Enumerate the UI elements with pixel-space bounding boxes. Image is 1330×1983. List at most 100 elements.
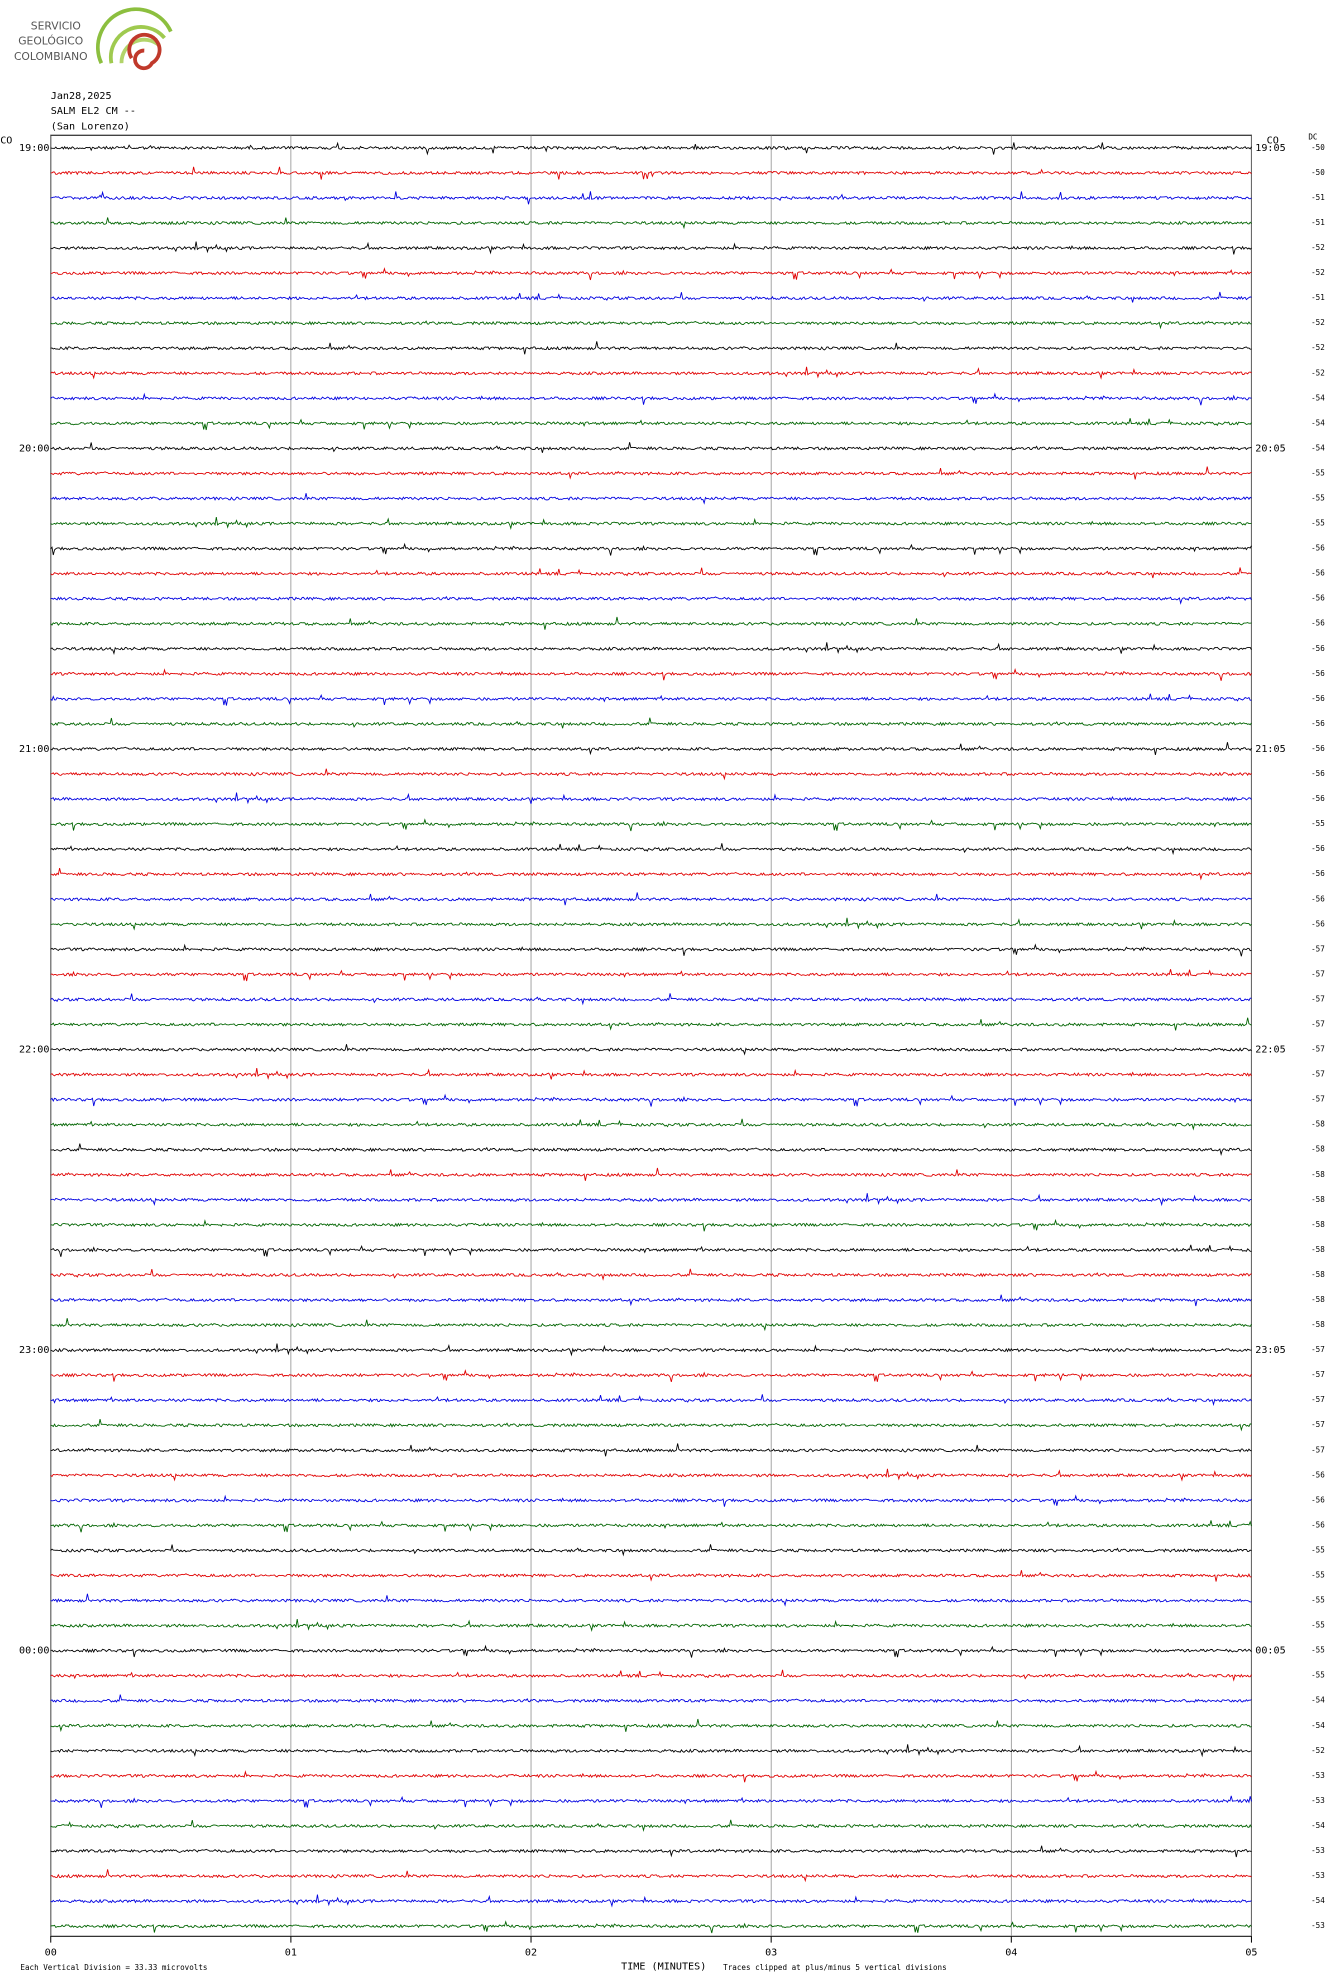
trace bbox=[50, 442, 1252, 453]
dc-value: -53 bbox=[1311, 1921, 1325, 1930]
dc-value: -56 bbox=[1311, 644, 1325, 653]
trace bbox=[50, 1694, 1252, 1704]
dc-value: -55 bbox=[1311, 494, 1325, 503]
org-line: SERVICIO bbox=[31, 20, 81, 33]
dc-value: -56 bbox=[1311, 1470, 1325, 1479]
dc-value: -57 bbox=[1311, 1445, 1325, 1454]
trace bbox=[50, 1644, 1252, 1658]
dc-value: -58 bbox=[1311, 1270, 1325, 1279]
trace bbox=[50, 917, 1252, 931]
left-time-label: 00:00 bbox=[19, 1646, 49, 1657]
trace bbox=[50, 1369, 1252, 1383]
dc-value: -54 bbox=[1311, 1896, 1325, 1905]
x-tick-label: 03 bbox=[765, 1948, 777, 1959]
trace bbox=[50, 1744, 1252, 1758]
dc-value: -56 bbox=[1311, 669, 1325, 678]
trace bbox=[50, 1244, 1252, 1257]
left-time-label: 22:00 bbox=[19, 1045, 49, 1056]
dc-value: -57 bbox=[1311, 1370, 1325, 1379]
trace bbox=[50, 1044, 1252, 1056]
dc-value: -55 bbox=[1311, 1621, 1325, 1630]
trace bbox=[50, 867, 1252, 881]
dc-value: -54 bbox=[1311, 418, 1325, 427]
dc-value: -56 bbox=[1311, 869, 1325, 878]
dc-value: -55 bbox=[1311, 468, 1325, 477]
trace bbox=[50, 1343, 1252, 1357]
trace bbox=[50, 567, 1252, 579]
dc-value: -54 bbox=[1311, 1721, 1325, 1730]
dc-value: -57 bbox=[1311, 1420, 1325, 1429]
dc-value: -56 bbox=[1311, 794, 1325, 803]
trace bbox=[50, 667, 1252, 681]
trace bbox=[50, 1218, 1252, 1232]
dc-value: -58 bbox=[1311, 1145, 1325, 1154]
date: Jan28,2025 bbox=[51, 91, 112, 102]
dc-value: -55 bbox=[1311, 1596, 1325, 1605]
dc-value: -52 bbox=[1311, 268, 1325, 277]
dc-value: -56 bbox=[1311, 744, 1325, 753]
trace bbox=[50, 768, 1252, 781]
dc-value: -57 bbox=[1311, 1045, 1325, 1054]
trace bbox=[50, 642, 1252, 656]
x-tick-label: 02 bbox=[525, 1948, 537, 1959]
footer-note: Each Vertical Division = 33.33 microvolt… bbox=[20, 1963, 207, 1972]
trace bbox=[50, 217, 1252, 230]
dc-value: -53 bbox=[1311, 1771, 1325, 1780]
x-tick-label: 04 bbox=[1005, 1948, 1017, 1959]
trace bbox=[50, 493, 1252, 505]
trace bbox=[50, 943, 1252, 957]
trace bbox=[50, 693, 1252, 706]
left-time-label: 19:00 bbox=[19, 143, 49, 154]
trace bbox=[50, 843, 1252, 856]
left-time-label: 20:00 bbox=[19, 443, 49, 454]
trace bbox=[50, 1268, 1252, 1281]
trace bbox=[50, 1718, 1252, 1733]
trace bbox=[50, 341, 1252, 355]
dc-value: -56 bbox=[1311, 769, 1325, 778]
dc-value: -52 bbox=[1311, 1746, 1325, 1755]
trace bbox=[50, 1093, 1252, 1107]
dc-value: -55 bbox=[1311, 1545, 1325, 1554]
trace bbox=[50, 1920, 1252, 1934]
x-tick-label: 00 bbox=[45, 1948, 57, 1959]
dc-value: -58 bbox=[1311, 1170, 1325, 1179]
trace bbox=[50, 1593, 1252, 1607]
dc-value: -51 bbox=[1311, 193, 1325, 202]
dc-value: -51 bbox=[1311, 293, 1325, 302]
dc-value: -57 bbox=[1311, 994, 1325, 1003]
dc-value: -56 bbox=[1311, 544, 1325, 553]
x-tick-label: 05 bbox=[1245, 1948, 1257, 1959]
x-axis-label: TIME (MINUTES) bbox=[621, 1962, 706, 1973]
network: CO bbox=[1267, 135, 1279, 146]
location: (San Lorenzo) bbox=[51, 121, 130, 132]
dc-value: -58 bbox=[1311, 1120, 1325, 1129]
trace bbox=[50, 1769, 1252, 1783]
dc-value: -54 bbox=[1311, 1696, 1325, 1705]
trace bbox=[50, 1544, 1252, 1557]
trace bbox=[50, 320, 1252, 330]
dc-value: -56 bbox=[1311, 594, 1325, 603]
dc-value: -56 bbox=[1311, 694, 1325, 703]
right-time-label: 21:05 bbox=[1255, 744, 1285, 755]
dc-value: -57 bbox=[1311, 1070, 1325, 1079]
logo-mark bbox=[96, 7, 173, 71]
dc-value: -53 bbox=[1311, 1871, 1325, 1880]
right-time-label: 22:05 bbox=[1255, 1045, 1285, 1056]
trace bbox=[50, 595, 1252, 605]
dc-value: -55 bbox=[1311, 819, 1325, 828]
dc-value: -58 bbox=[1311, 1245, 1325, 1254]
dc-value: -56 bbox=[1311, 619, 1325, 628]
trace bbox=[50, 1494, 1252, 1507]
trace bbox=[50, 1143, 1252, 1156]
right-time-label: 23:05 bbox=[1255, 1345, 1285, 1356]
x-tick-label: 01 bbox=[285, 1948, 297, 1959]
dc-value: -53 bbox=[1311, 1846, 1325, 1855]
dc-value: -56 bbox=[1311, 569, 1325, 578]
dc-value: -55 bbox=[1311, 1646, 1325, 1655]
network: CO bbox=[0, 135, 12, 146]
trace bbox=[50, 1520, 1252, 1533]
left-time-label: 23:00 bbox=[19, 1345, 49, 1356]
dc-value: -56 bbox=[1311, 844, 1325, 853]
